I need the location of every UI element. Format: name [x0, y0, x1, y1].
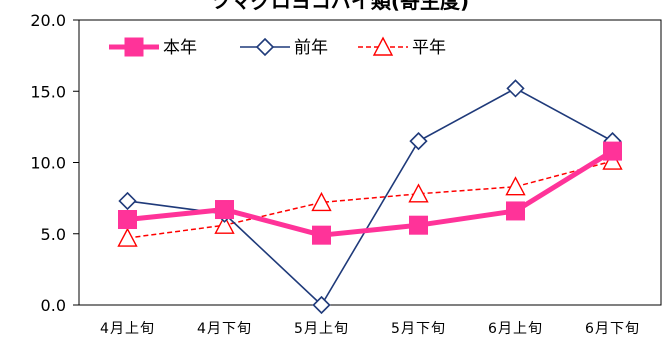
data-point-0-0 — [118, 210, 137, 229]
y-tick-label: 10.0 — [30, 154, 66, 173]
series-line-2 — [127, 160, 613, 239]
data-point-1-4 — [506, 79, 525, 98]
data-point-0-2 — [312, 225, 331, 245]
legend-label-2: 平年 — [412, 38, 446, 58]
data-point-1-2 — [312, 295, 331, 315]
data-point-legend-0 — [124, 37, 144, 57]
x-tick-label: 5月上旬 — [294, 321, 349, 337]
series-line-0 — [127, 148, 614, 238]
data-point-1-3 — [409, 131, 428, 151]
data-point-0-1 — [215, 200, 234, 220]
data-point-0-3 — [409, 215, 428, 235]
legend-label-1: 前年 — [294, 38, 328, 58]
data-point-0-5 — [603, 141, 622, 161]
data-point-2-0 — [117, 227, 138, 247]
y-tick-label: 15.0 — [30, 82, 66, 101]
data-point-2-4 — [505, 176, 526, 196]
x-tick-label: 6月上旬 — [488, 321, 543, 337]
data-point-2-2 — [311, 191, 332, 212]
y-tick-label: 0.0 — [41, 296, 66, 315]
plot-area-frame — [78, 19, 662, 306]
x-tick-label: 6月下旬 — [585, 321, 640, 337]
x-tick-label: 5月下旬 — [391, 321, 446, 337]
x-tick-label: 4月上旬 — [100, 321, 155, 337]
data-point-1-0 — [118, 191, 137, 211]
legend-label-0: 本年 — [163, 38, 197, 58]
data-point-0-4 — [506, 201, 525, 221]
data-point-2-1 — [214, 214, 235, 234]
y-tick-label: 20.0 — [30, 11, 66, 30]
chart-title: ツマグロヨコバイ類(寄生度) — [211, 0, 469, 13]
x-tick-label: 4月下旬 — [197, 321, 252, 337]
data-point-legend-2 — [372, 36, 394, 56]
data-point-legend-1 — [255, 37, 275, 57]
data-point-2-3 — [408, 183, 429, 203]
y-tick-label: 5.0 — [41, 225, 66, 244]
